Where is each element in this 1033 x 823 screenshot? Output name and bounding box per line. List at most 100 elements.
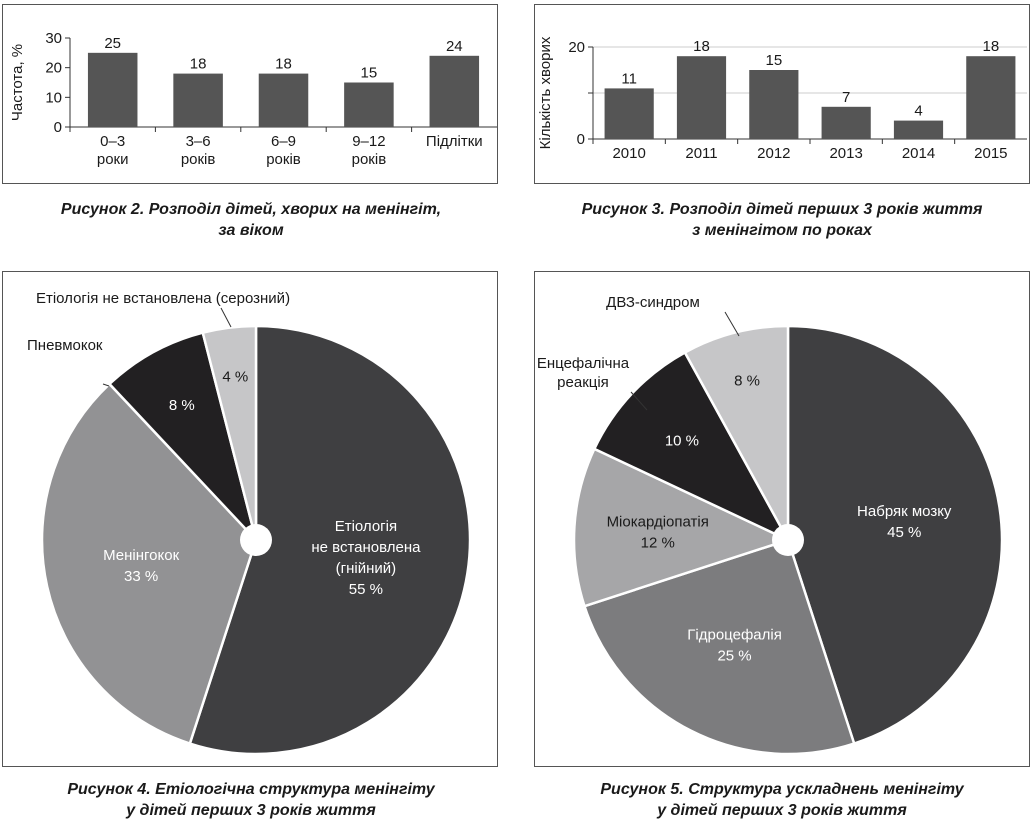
pie-slice: [582, 538, 856, 756]
slice-name-label: ДВЗ-синдром: [606, 294, 700, 311]
bar-value-label: 4: [914, 103, 922, 120]
figure-2-caption-line-1: Рисунок 2. Розподіл дітей, хворих на мен…: [60, 201, 442, 218]
x-tick-label: 6–9: [271, 133, 296, 150]
bar-value-label: 15: [361, 65, 378, 82]
bar-value-label: 15: [765, 52, 782, 69]
bar: [893, 120, 944, 139]
figure-2-caption: Рисунок 2. Розподіл дітей, хворих на мен…: [0, 199, 502, 241]
x-tick-label: років: [266, 151, 301, 168]
figure-3-caption-line-2: з менінгітом по роках: [692, 222, 872, 239]
figure-5-caption: Рисунок 5. Структура ускладнень менінгіт…: [531, 779, 1033, 821]
x-tick-label: 0–3: [100, 133, 125, 150]
bar-value-label: 24: [446, 38, 463, 55]
slice-name-label: реакція: [557, 374, 609, 391]
x-tick-label: 3–6: [186, 133, 211, 150]
slice-percent-label: 33 %: [124, 568, 158, 585]
slice-name-label: не встановлена: [311, 539, 421, 556]
y-axis-title: Кількість хворих: [537, 36, 554, 149]
slice-percent-label: 45 %: [887, 524, 921, 541]
figure-3-bar-chart: 0201120101820111520127201342014182015Кіл…: [537, 36, 1027, 162]
leader-line: [630, 391, 648, 411]
pie-slice: [201, 324, 258, 541]
y-tick-label: 20: [45, 60, 62, 77]
figure-4-panel: Етіологія не встановлена (гнійний) 55 % Мені…: [2, 271, 498, 767]
slice-percent-label: 55 %: [349, 581, 383, 598]
x-tick-label: 2015: [974, 145, 1007, 162]
bar: [821, 106, 871, 139]
pie-slice: [107, 331, 258, 541]
slice-percent-label: 8 %: [169, 397, 195, 414]
figure-3-caption-line-1: Рисунок 3. Розподіл дітей перших 3 років…: [581, 201, 983, 218]
figure-2-panel: 0 10 20 30 25 0–3 роки 18 3–6 років 18 6–9 років 15 9–…: [2, 4, 498, 184]
pie-slice: [40, 382, 258, 746]
y-tick-label: 0: [577, 131, 585, 148]
slice-percent-label: 8 %: [734, 372, 760, 389]
slice-name-label: Етіологія: [335, 518, 397, 535]
x-tick-label: Підлітки: [426, 133, 483, 150]
slice-name-label: Набряк мозку: [857, 503, 952, 520]
bar-value-label: 18: [190, 56, 207, 73]
slice-name-label: Пневмокок: [27, 337, 103, 354]
pie-slice: [188, 324, 472, 756]
bar: [676, 56, 727, 140]
figure-4-caption: Рисунок 4. Етіологічна структура менінгі…: [0, 779, 502, 821]
pie-center-hole: [772, 524, 804, 556]
slice-percent-label: 4 %: [222, 369, 248, 386]
bar: [966, 56, 1016, 140]
slice-name-label: Енцефалічна: [537, 355, 630, 372]
x-tick-label: 2014: [902, 145, 935, 162]
x-tick-label: років: [181, 151, 216, 168]
bar: [429, 55, 480, 127]
slice-name-label: (гнійний): [336, 560, 397, 577]
bar: [173, 73, 223, 127]
pie-slice: [786, 324, 1004, 746]
x-tick-label: 9–12: [352, 133, 385, 150]
leader-line: [102, 383, 110, 387]
slice-percent-label: 25 %: [717, 647, 751, 664]
y-tick-label: 20: [568, 39, 585, 56]
slice-name-label: Менінгокок: [103, 547, 179, 564]
bar-value-label: 25: [104, 35, 121, 52]
figure-5-pie-chart: Набряк мозку 45 % Гідроцефалія 25 % Міокарді…: [537, 294, 1004, 756]
bar: [604, 88, 654, 139]
figure-5-panel: Набряк мозку 45 % Гідроцефалія 25 % Міокарді…: [534, 271, 1030, 767]
figure-3-panel: 0 20 11 2010 18 2011 15 2012 7 2013 4 2014 18 2015 Кіл…: [534, 4, 1030, 184]
figure-4-caption-line-2: у дітей перших 3 років життя: [126, 802, 376, 819]
bar-value-label: 18: [275, 56, 292, 73]
pie-center-hole: [240, 524, 272, 556]
pie-slice: [683, 324, 790, 541]
leader-line: [220, 307, 232, 328]
x-tick-label: років: [352, 151, 387, 168]
bar: [344, 82, 394, 127]
x-tick-label: 2012: [757, 145, 790, 162]
y-tick-label: 30: [45, 30, 62, 47]
bar: [258, 73, 309, 127]
y-tick-label: 10: [45, 89, 62, 106]
pie-slice: [572, 447, 792, 608]
slice-name-label: Гідроцефалія: [687, 626, 782, 643]
slice-name-label: Міокардіопатія: [607, 513, 709, 530]
x-tick-label: 2013: [829, 145, 862, 162]
figure-3-caption: Рисунок 3. Розподіл дітей перших 3 років…: [531, 199, 1033, 241]
bar-value-label: 18: [693, 38, 710, 55]
bar-value-label: 11: [621, 70, 637, 87]
slice-percent-label: 10 %: [665, 432, 699, 449]
x-tick-label: 2010: [612, 145, 645, 162]
y-axis-title: Частота, %: [9, 44, 26, 121]
figure-4-caption-line-1: Рисунок 4. Етіологічна структура менінгі…: [67, 781, 435, 798]
slice-percent-label: 12 %: [641, 534, 675, 551]
bar: [87, 52, 138, 128]
figure-5-caption-line-2: у дітей перших 3 років життя: [657, 802, 907, 819]
figure-2-caption-line-2: за віком: [218, 222, 284, 239]
y-tick-label: 0: [54, 119, 62, 136]
bar-value-label: 18: [982, 38, 999, 55]
x-tick-label: роки: [97, 151, 129, 168]
leader-line: [724, 311, 740, 337]
slice-name-label: Етіологія не встановлена (серозний): [36, 290, 290, 307]
x-tick-label: 2011: [685, 145, 717, 162]
figure-5-caption-line-1: Рисунок 5. Структура ускладнень менінгіт…: [600, 781, 964, 798]
bar-value-label: 7: [842, 89, 850, 106]
figure-4-pie-chart: Етіологія не встановлена (гнійний) 55 % Мені…: [27, 290, 472, 756]
bar: [749, 70, 799, 139]
